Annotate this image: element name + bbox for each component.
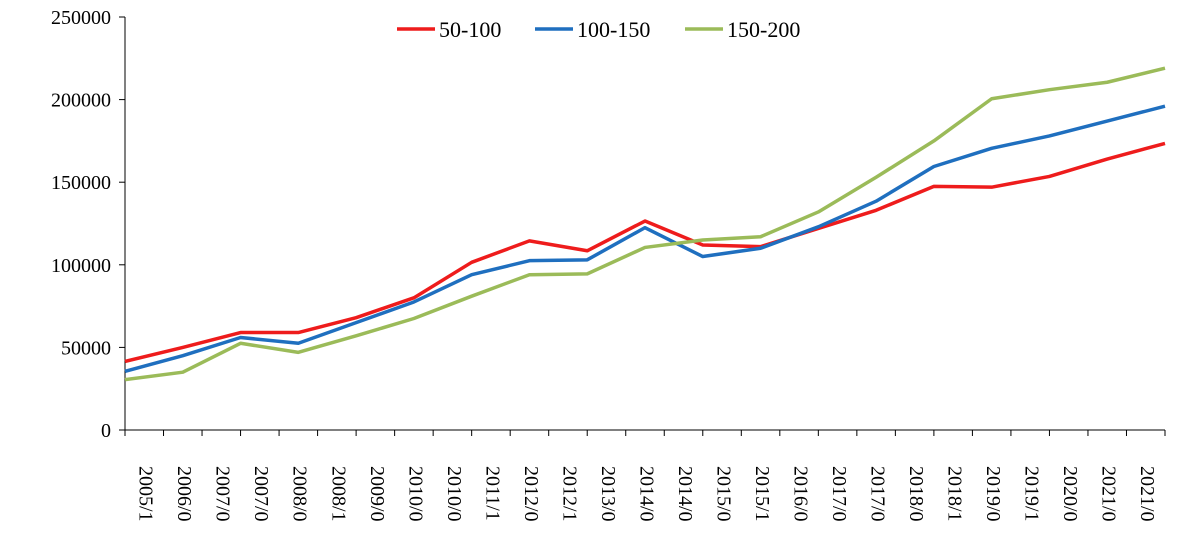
x-tick-label: 2015/0: [712, 466, 734, 522]
chart-series-lines: [124, 66, 1166, 382]
x-tick-label: 2005/1: [135, 466, 157, 522]
x-tick-label: 2020/0: [1059, 466, 1081, 522]
x-tick-label: 2007/0: [250, 466, 272, 522]
x-tick-label: 2017/0: [867, 466, 889, 522]
x-tick-label: 2019/0: [982, 466, 1004, 522]
x-tick-label: 2019/1: [1021, 466, 1043, 522]
x-tick-label: 2011/1: [481, 466, 503, 521]
x-tick-label: 2017/0: [828, 466, 850, 522]
y-tick-label: 250000: [51, 7, 111, 29]
x-tick-label: 2013/0: [597, 466, 619, 522]
x-tick-label: 2021/0: [1136, 466, 1158, 522]
chart-axes: 0 50000 100000 150000 200000 250000 2005/1 2006…: [51, 7, 1166, 522]
series-line-150-200: [124, 66, 1166, 382]
x-tick-label: 2018/1: [944, 466, 966, 522]
x-tick-label: 2015/1: [751, 466, 773, 522]
x-tick-label: 2008/1: [327, 466, 349, 522]
y-tick-label: 50000: [61, 337, 111, 359]
x-tick-label: 2014/0: [635, 466, 657, 522]
y-tick-label: 0: [101, 420, 111, 442]
x-tick-label: 2016/0: [789, 466, 811, 522]
series-line-50-100: [124, 141, 1166, 364]
x-tick-label: 2012/0: [520, 466, 542, 522]
series-line-100-150: [124, 104, 1166, 374]
x-tick-label: 2018/0: [905, 466, 927, 522]
x-tick-label: 2008/0: [289, 466, 311, 522]
chart-legend: 50-100 100-150 150-200: [397, 17, 800, 42]
legend-label-100-150: 100-150: [577, 17, 650, 42]
legend-label-50-100: 50-100: [439, 17, 501, 42]
x-tick-label: 2009/0: [366, 466, 388, 522]
y-tick-label: 200000: [51, 90, 111, 112]
x-tick-label: 2021/0: [1098, 466, 1120, 522]
x-tick-label: 2007/0: [212, 466, 234, 522]
x-tick-label: 2010/0: [404, 466, 426, 522]
y-tick-label: 100000: [51, 255, 111, 277]
x-tick-label: 2010/0: [443, 466, 465, 522]
x-tick-label: 2014/0: [674, 466, 696, 522]
x-tick-label: 2012/1: [558, 466, 580, 522]
y-tick-label: 150000: [51, 172, 111, 194]
legend-label-150-200: 150-200: [727, 17, 800, 42]
x-tick-label: 2006/0: [173, 466, 195, 522]
